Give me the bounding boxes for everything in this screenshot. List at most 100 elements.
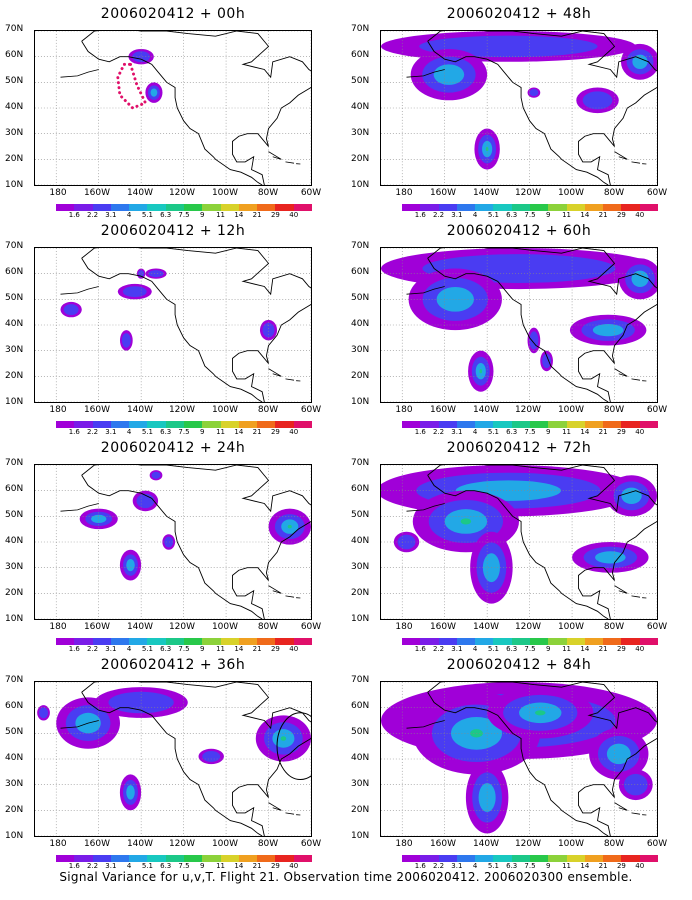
x-tick-label: 60W (300, 622, 322, 632)
colorbar-label: 2.2 (432, 211, 445, 219)
island-outline (406, 503, 445, 512)
colorbar-swatch (275, 855, 294, 862)
coastline (427, 41, 609, 185)
colorbar-swatch (566, 638, 585, 645)
highlight-circle (276, 712, 311, 781)
y-tick-label: 10N (351, 831, 370, 841)
x-tick-label: 100W (211, 188, 239, 198)
x-tick-label: 140W (126, 839, 154, 849)
y-tick-label: 10N (5, 397, 24, 407)
island-outline (614, 151, 628, 160)
x-tick-label: 120W (514, 188, 542, 198)
colorbar-label: 5.1 (487, 862, 499, 870)
map-plot-area (34, 464, 312, 620)
colorbar-label: 6.3 (506, 428, 518, 436)
colorbar-label: 1.6 (68, 862, 80, 870)
colorbar-swatch (257, 421, 276, 428)
variance-contour (606, 743, 631, 765)
flight-track (116, 62, 148, 110)
island-outline (614, 368, 628, 377)
y-tick-label: 60N (351, 701, 370, 711)
colorbar-swatch (511, 638, 530, 645)
colorbar-swatch (129, 421, 148, 428)
colorbar-label: 14 (234, 645, 244, 653)
map-svg (35, 31, 311, 185)
colorbar-swatch (456, 421, 476, 428)
figure-caption: Signal Variance for u,v,T. Flight 21. Ob… (59, 870, 633, 884)
variance-contour (433, 64, 465, 85)
island-outline (268, 368, 282, 377)
colorbar-swatch (475, 855, 494, 862)
colorbar-swatch (202, 421, 221, 428)
colorbar-label: 1.6 (414, 211, 426, 219)
x-tick-label: 80W (603, 405, 625, 415)
forecast-panel: 2006020412 + 36h 10N 20N 30N 40N 50N 60N 70N 180… (0, 651, 346, 870)
map-svg (35, 682, 311, 836)
variance-contour (529, 331, 539, 350)
colorbar-swatch (74, 204, 93, 211)
y-tick-label: 40N (5, 753, 24, 763)
colorbar-label: 2.2 (86, 862, 99, 870)
variance-contour (164, 536, 174, 548)
colorbar-swatch (147, 204, 166, 211)
colorbar-swatch (110, 204, 130, 211)
colorbar-swatch (402, 638, 421, 645)
colorbar-label: 3.1 (105, 645, 117, 653)
colorbar-swatch (183, 421, 203, 428)
map-plot-area (380, 464, 658, 620)
coastline (81, 258, 263, 402)
colorbar-swatch (639, 204, 658, 211)
variance-contour (623, 773, 648, 796)
colorbar-label: 7.5 (178, 645, 190, 653)
colorbar-swatch (56, 204, 75, 211)
variance-contour (632, 54, 648, 70)
coastline (427, 692, 609, 836)
y-tick-label: 30N (351, 128, 370, 138)
y-tick-label: 40N (5, 536, 24, 546)
x-tick-label: 80W (603, 839, 625, 849)
variance-contour (397, 534, 416, 550)
variance-contour (582, 91, 613, 110)
panel-title: 2006020412 + 12h (100, 223, 246, 239)
map-plot-area (380, 247, 658, 403)
x-tick-label: 120W (514, 839, 542, 849)
colorbar-swatch (566, 204, 585, 211)
colorbar-swatch (603, 855, 622, 862)
y-tick-label: 70N (5, 241, 24, 251)
coastline (81, 682, 311, 836)
colorbar-label: 5.1 (141, 428, 153, 436)
x-tick-label: 140W (472, 622, 500, 632)
colorbar-swatch (110, 638, 130, 645)
y-tick-label: 10N (351, 397, 370, 407)
colorbar-swatch (438, 855, 457, 862)
map-plot-area (380, 30, 658, 186)
variance-contour (287, 524, 292, 529)
colorbar-swatch (92, 855, 111, 862)
x-tick-label: 160W (429, 188, 457, 198)
colorbar-label: 40 (635, 862, 645, 870)
y-tick-label: 20N (351, 805, 370, 815)
x-tick-label: 80W (603, 188, 625, 198)
x-tick-label: 180 (49, 405, 67, 415)
colorbar-label: 40 (289, 428, 299, 436)
colorbar-swatch (639, 855, 658, 862)
variance-contour (631, 270, 649, 287)
x-tick-label: 180 (395, 839, 413, 849)
colorbar-label: 21 (598, 428, 608, 436)
y-tick-label: 70N (351, 675, 370, 685)
variance-contour (39, 707, 49, 719)
colorbar-label: 7.5 (524, 211, 536, 219)
coastline (427, 248, 657, 402)
colorbar-label: 21 (252, 862, 262, 870)
colorbar-swatch (165, 421, 184, 428)
x-tick-label: 100W (211, 405, 239, 415)
colorbar-label: 6.3 (160, 211, 172, 219)
y-tick-label: 40N (351, 536, 370, 546)
y-tick-label: 20N (5, 805, 24, 815)
island-outline (60, 503, 99, 512)
colorbar-swatch (438, 638, 457, 645)
colorbar-swatch (202, 638, 221, 645)
coastline (427, 465, 657, 619)
colorbar-swatch (548, 855, 567, 862)
variance-contour (436, 286, 474, 312)
